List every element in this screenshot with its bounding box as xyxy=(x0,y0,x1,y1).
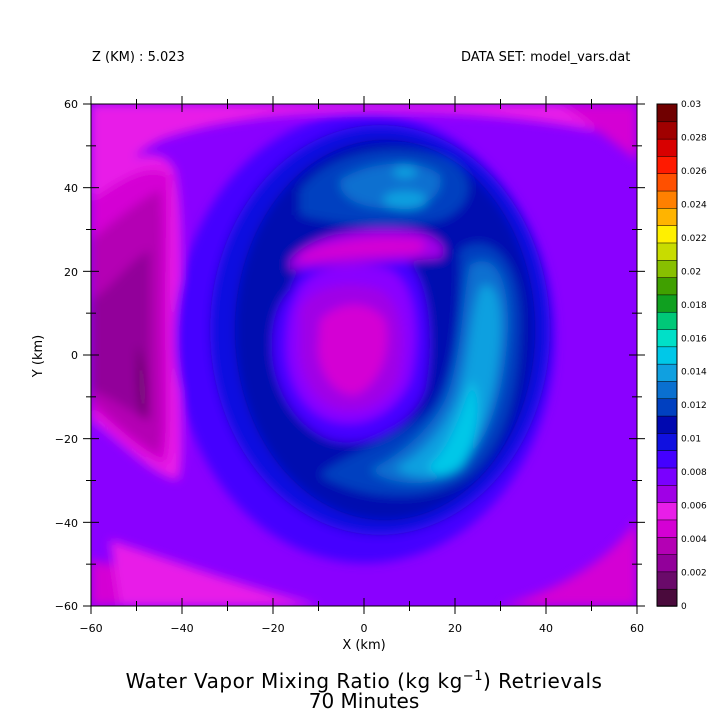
colorbar-swatch xyxy=(656,588,678,607)
colorbar-swatches xyxy=(656,103,678,607)
colorbar-swatch xyxy=(656,363,678,382)
colorbar-swatch xyxy=(656,380,678,400)
colorbar-label: 0.026 xyxy=(681,167,707,177)
colorbar-swatch xyxy=(656,138,678,157)
colorbar-frame xyxy=(656,103,678,607)
chart-subtitle: 70 Minutes xyxy=(309,689,420,713)
level-label: Z (KM) : 5.023 xyxy=(92,50,185,65)
colorbar-swatch xyxy=(656,328,678,348)
y-tick-label: 0 xyxy=(71,349,78,362)
colorbar-swatch xyxy=(656,311,678,330)
colorbar-swatch xyxy=(656,553,678,573)
y-tick-label: 60 xyxy=(64,98,78,111)
colorbar-swatch xyxy=(656,467,678,486)
colorbar-swatch xyxy=(656,259,678,278)
x-tick-label: 40 xyxy=(539,622,553,635)
colorbar-swatch xyxy=(656,207,678,226)
colorbar-label: 0.01 xyxy=(681,435,701,445)
y-tick-label: −60 xyxy=(55,600,78,613)
colorbar-swatch xyxy=(656,346,678,365)
x-tick-label: −40 xyxy=(170,622,193,635)
colorbar-label: 0.02 xyxy=(681,267,701,277)
field-east-arc-4 xyxy=(428,380,478,475)
colorbar-label: 0.016 xyxy=(681,334,707,344)
x-tick-label: −60 xyxy=(79,622,102,635)
field-north-patch-3 xyxy=(383,191,427,209)
y-axis-label: Y (km) xyxy=(31,335,46,378)
y-tick-label: 20 xyxy=(64,266,78,279)
colorbar-swatch xyxy=(656,571,678,590)
x-tick-label: 60 xyxy=(630,622,644,635)
colorbar-swatch xyxy=(656,155,678,174)
field-west-band-core xyxy=(91,250,150,420)
colorbar-label: 0.012 xyxy=(681,401,707,411)
contour-field xyxy=(91,104,637,606)
colorbar-label: 0.004 xyxy=(681,535,707,545)
field-west-band-min xyxy=(137,345,147,420)
y-tick-label: −20 xyxy=(55,433,78,446)
colorbar-swatch xyxy=(656,484,678,503)
colorbar-swatch xyxy=(656,432,678,451)
colorbar-labels: 0 0.002 0.004 0.006 0.008 0.01 0.012 0.014 0.016… xyxy=(681,100,707,612)
colorbar-swatch xyxy=(656,190,678,209)
colorbar-label: 0.006 xyxy=(681,502,707,512)
x-tick-labels: −60 −40 −20 0 20 40 60 xyxy=(79,622,644,635)
field-eye-4 xyxy=(318,305,387,395)
chart-title-end: ) Retrievals xyxy=(483,669,602,693)
x-axis-label: X (km) xyxy=(342,638,385,653)
chart-title: Water Vapor Mixing Ratio (kg kg−1) Retri… xyxy=(126,669,603,693)
chart-title-main: Water Vapor Mixing Ratio (kg kg xyxy=(126,669,463,693)
y-tick-labels: −60 −40 −20 0 20 40 60 xyxy=(55,98,78,613)
colorbar-swatch xyxy=(656,536,678,555)
dataset-label: DATA SET: model_vars.dat xyxy=(461,50,630,65)
colorbar-swatch xyxy=(656,172,678,192)
x-tick-label: 20 xyxy=(448,622,462,635)
colorbar-swatch xyxy=(656,103,678,123)
colorbar-label: 0.022 xyxy=(681,234,707,244)
colorbar-label: 0 xyxy=(681,602,687,612)
field-eye-arm-2 xyxy=(300,238,426,262)
field-north-east-magenta xyxy=(560,104,637,160)
x-tick-label: −20 xyxy=(261,622,284,635)
colorbar-swatch xyxy=(656,501,678,521)
colorbar-label: 0.008 xyxy=(681,468,707,478)
colorbar-swatch xyxy=(656,242,678,261)
colorbar-swatch xyxy=(656,415,678,434)
colorbar-label: 0.024 xyxy=(681,200,707,210)
x-tick-label: 0 xyxy=(361,622,368,635)
field-south-magenta-band xyxy=(110,540,320,606)
colorbar-swatch xyxy=(656,224,678,244)
colorbar-label: 0.028 xyxy=(681,133,707,143)
colorbar-swatch xyxy=(656,449,678,469)
y-tick-label: −40 xyxy=(55,517,78,530)
field-north-patch-4 xyxy=(393,166,417,178)
colorbar-swatch xyxy=(656,398,678,417)
colorbar-label: 0.014 xyxy=(681,368,707,378)
colorbar-swatch xyxy=(656,519,678,538)
axis-ticks xyxy=(83,96,645,614)
colorbar-label: 0.018 xyxy=(681,301,707,311)
colorbar-label: 0.002 xyxy=(681,569,707,579)
colorbar-label: 0.03 xyxy=(681,100,701,110)
colorbar: 0 0.002 0.004 0.006 0.008 0.01 0.012 0.014 0.016… xyxy=(656,100,707,612)
field-south-east-magenta xyxy=(500,520,637,606)
colorbar-swatch xyxy=(656,121,678,140)
colorbar-swatch xyxy=(656,294,678,313)
y-tick-label: 40 xyxy=(64,182,78,195)
colorbar-swatch xyxy=(656,276,678,296)
chart-title-sup: −1 xyxy=(463,669,483,684)
